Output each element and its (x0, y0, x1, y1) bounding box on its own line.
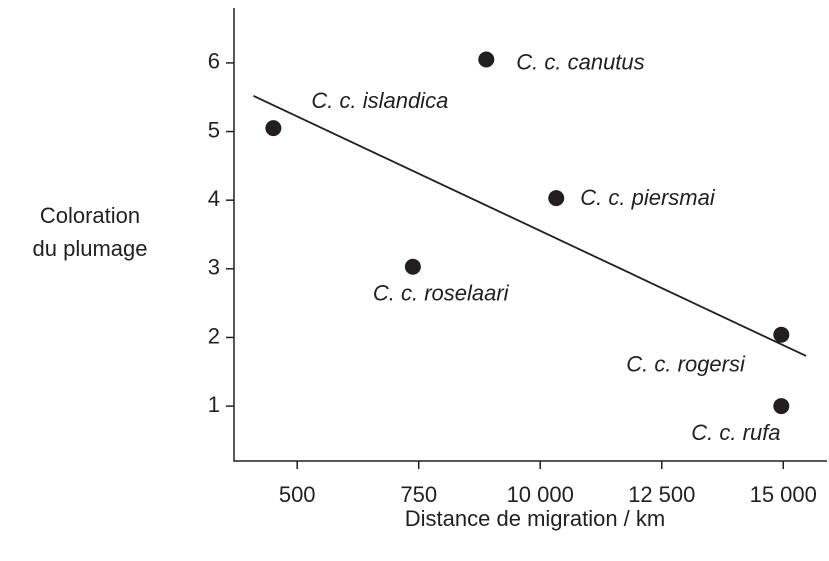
point (265, 120, 282, 137)
y-tick-label: 5 (208, 117, 220, 142)
point-label: C. c. rufa (691, 420, 780, 445)
point-label: C. c. islandica (311, 88, 448, 113)
axes (233, 8, 827, 462)
point-label: C. c. canutus (516, 49, 644, 74)
x-tick-label: 500 (279, 482, 316, 507)
point (478, 51, 495, 68)
point (773, 398, 790, 415)
point (548, 190, 565, 207)
y-axis-label: du plumage (33, 236, 148, 261)
point-label: C. c. rogersi (626, 352, 746, 377)
point-label: C. c. roselaari (373, 281, 510, 306)
point-label: C. c. piersmai (580, 185, 716, 210)
x-tick-label: 10 000 (507, 482, 574, 507)
y-tick-label: 6 (208, 49, 220, 74)
x-tick-label: 12 500 (628, 482, 695, 507)
x-axis-label: Distance de migration / km (405, 506, 665, 531)
x-tick-label: 750 (400, 482, 437, 507)
y-axis-label: Coloration (40, 203, 140, 228)
point (404, 258, 421, 275)
y-tick-label: 3 (208, 255, 220, 280)
y-tick-label: 2 (208, 323, 220, 348)
x-tick-label: 15 000 (750, 482, 817, 507)
trend-line (253, 95, 807, 357)
y-tick-label: 1 (208, 392, 220, 417)
point (773, 326, 790, 343)
y-tick-label: 4 (208, 186, 220, 211)
